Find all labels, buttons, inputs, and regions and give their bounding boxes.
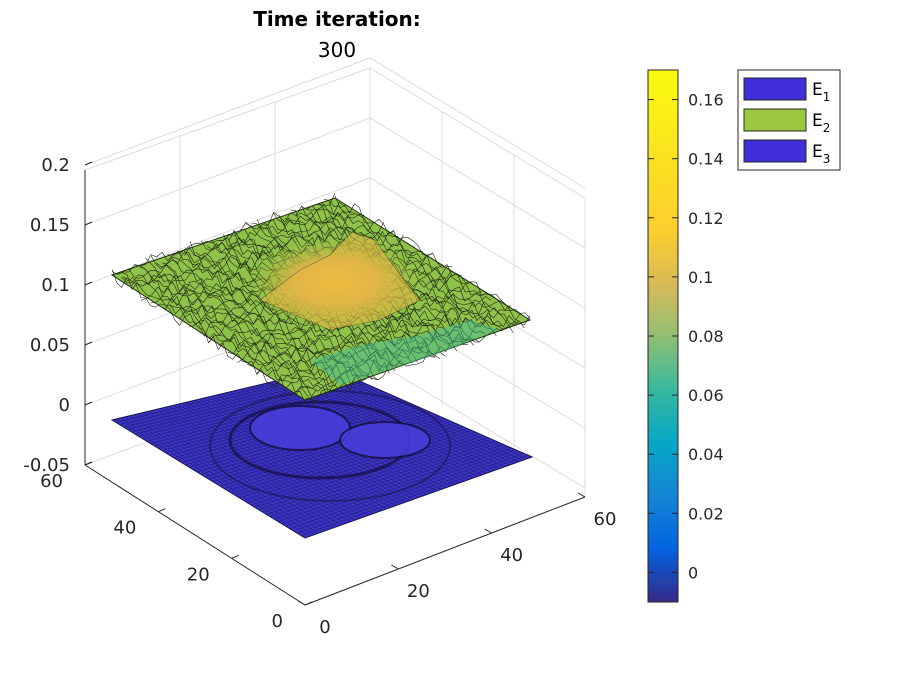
surface-e1-e3 [110, 367, 534, 539]
z-gridline-right [369, 117, 586, 249]
z-tick-label: 0 [59, 395, 70, 416]
x-tick-label: 20 [407, 581, 430, 602]
axes-lines [84, 170, 586, 606]
y-tick-label: 0 [272, 611, 283, 632]
y-axis-ticks: 0 20 40 60 [40, 471, 283, 632]
z-gridline-right [369, 357, 586, 489]
x-tick-label: 40 [500, 545, 523, 566]
x-tick-mark [484, 528, 492, 534]
chart-title: Time iteration: [253, 7, 421, 31]
z-tick-label: 0.2 [41, 155, 70, 176]
colorbar-tick-label: 0.14 [688, 150, 724, 169]
z-tick-mark [84, 341, 93, 346]
z-tick-mark [84, 161, 93, 166]
z-tick-mark [84, 221, 93, 226]
z-tick-mark [84, 401, 93, 406]
colorbar-tick-label: 0.1 [688, 268, 713, 287]
colorbar-tick-label: 0.08 [688, 327, 724, 346]
legend: E1 E2 E3 [737, 69, 841, 171]
x-axis-ticks: 0 20 40 60 [319, 509, 616, 638]
x-tick-mark [297, 600, 306, 606]
colorbar-tick-label: 0.16 [688, 91, 724, 110]
colorbar-tick-label: 0.04 [688, 445, 724, 464]
colorbar-tick-label: 0.02 [688, 504, 724, 523]
colorbar: 0 0.02 0.04 0.06 0.08 0.1 0.12 0.14 0.16 [647, 69, 724, 603]
z-axis-ticks: -0.05 0 0.05 0.1 0.15 0.2 [23, 155, 70, 476]
z-gridline-right [369, 177, 586, 309]
z-gridline-left [84, 57, 371, 166]
y-tick-label: 40 [113, 518, 136, 539]
legend-label-e3: E3 [812, 142, 830, 166]
legend-swatch-e3 [743, 139, 807, 163]
y-tick-mark [84, 461, 93, 466]
z-gridline-right [369, 57, 586, 189]
x-tick-mark [391, 564, 399, 570]
colorbar-tick-label: 0.06 [688, 386, 724, 405]
y-tick-mark [231, 554, 239, 559]
x-tick-mark [577, 492, 586, 498]
z-tick-mark [84, 281, 93, 286]
legend-swatch-e2 [743, 108, 807, 132]
legend-label-e1: E1 [812, 80, 830, 104]
z-gridline-left [84, 117, 371, 226]
y-tick-mark [158, 508, 166, 513]
x-tick-label: 60 [594, 509, 617, 530]
colorbar-tick-label: 0.12 [688, 209, 724, 228]
z-tick-label: 0.15 [30, 215, 70, 236]
z-tick-label: -0.05 [23, 455, 70, 476]
chart-subtitle: 300 [318, 38, 356, 62]
z-tick-label: 0.1 [41, 275, 70, 296]
legend-label-e2: E2 [812, 111, 830, 135]
x-tick-label: 0 [319, 617, 330, 638]
legend-swatch-e1 [743, 77, 807, 101]
surface-e2 [110, 193, 532, 403]
y-tick-label: 60 [40, 471, 63, 492]
y-tick-mark [304, 601, 313, 606]
z-tick-label: 0.05 [30, 335, 70, 356]
colorbar-tick-label: 0 [688, 563, 698, 582]
y-tick-label: 20 [187, 564, 210, 585]
